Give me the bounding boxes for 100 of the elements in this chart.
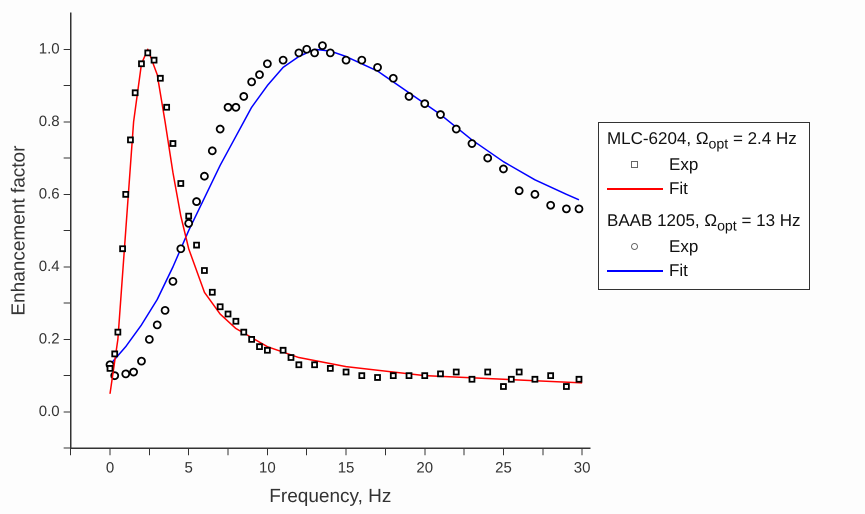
x-tick-label: 5	[184, 459, 193, 476]
point	[232, 102, 240, 112]
x-tick-label: 15	[338, 459, 354, 476]
point	[342, 56, 350, 65]
point	[264, 346, 271, 354]
point	[576, 376, 582, 383]
point	[152, 320, 162, 330]
point	[326, 48, 335, 58]
point	[342, 368, 350, 376]
point	[248, 336, 256, 343]
point	[208, 288, 216, 296]
x-tick-label: 30	[574, 459, 590, 476]
point	[404, 92, 414, 101]
point	[420, 99, 430, 108]
point	[278, 56, 288, 65]
point	[390, 372, 397, 380]
point	[138, 60, 145, 68]
point	[163, 104, 170, 111]
point	[176, 244, 186, 254]
point	[288, 354, 294, 361]
y-tick-label: 0.2	[38, 330, 60, 348]
point	[144, 50, 152, 56]
point	[452, 368, 460, 376]
point	[500, 383, 507, 390]
point	[547, 372, 554, 380]
point	[129, 368, 138, 376]
point	[216, 303, 224, 310]
point	[318, 41, 327, 50]
point	[208, 146, 217, 156]
point	[436, 110, 445, 119]
point	[137, 356, 146, 366]
point	[132, 89, 139, 96]
point	[168, 276, 178, 286]
point	[311, 361, 318, 368]
y-tick-label: 0.4	[38, 258, 60, 276]
point	[170, 140, 176, 147]
point	[302, 44, 312, 54]
point	[255, 70, 264, 80]
point	[193, 242, 200, 248]
point	[326, 365, 334, 372]
point	[532, 376, 538, 383]
point	[508, 376, 515, 383]
point	[184, 218, 194, 228]
y-tick-label: 0.8	[38, 112, 60, 130]
point	[224, 310, 232, 318]
x-axis-title: Frequency, Hz	[269, 486, 392, 507]
point	[144, 335, 154, 344]
point	[262, 59, 272, 68]
point	[562, 204, 571, 214]
point	[514, 186, 524, 196]
point	[114, 328, 122, 336]
point	[239, 92, 248, 101]
point	[150, 56, 158, 64]
point	[373, 63, 382, 72]
y-tick-label: 0.6	[38, 185, 60, 202]
point	[256, 343, 263, 350]
point	[468, 376, 476, 383]
point	[122, 190, 130, 198]
point	[563, 383, 570, 390]
y-tick-label: 1.0	[38, 40, 60, 58]
point	[406, 372, 412, 380]
x-tick-label: 0	[106, 459, 114, 476]
legend-label: Fit	[669, 179, 688, 199]
point	[294, 48, 304, 58]
point	[574, 204, 584, 214]
point	[546, 200, 556, 210]
legend-label: Exp	[669, 155, 698, 175]
point	[224, 102, 232, 112]
point	[484, 368, 492, 376]
point	[437, 370, 444, 378]
point	[111, 350, 118, 358]
point	[280, 346, 286, 354]
point	[185, 212, 192, 220]
legend-label: Exp	[669, 237, 698, 257]
point	[388, 74, 398, 83]
y-tick-label: 0.0	[38, 403, 60, 420]
point	[177, 180, 184, 187]
point	[452, 124, 461, 134]
point	[499, 164, 508, 174]
point	[119, 245, 126, 252]
point	[156, 74, 164, 82]
point	[106, 365, 114, 372]
text: MLC-6204, Ω$_{opt}$ = 2.4 Hz	[607, 129, 797, 153]
point	[295, 361, 302, 368]
point	[192, 197, 201, 206]
point	[247, 78, 256, 86]
point	[357, 56, 366, 65]
point	[121, 369, 130, 378]
point	[421, 372, 428, 380]
point	[374, 374, 381, 381]
legend-label: Fit	[669, 261, 688, 281]
point	[358, 372, 366, 380]
point	[483, 154, 492, 162]
point	[200, 172, 209, 181]
text: BAAB 1205, Ω$_{opt}$ = 13 Hz	[607, 211, 801, 235]
point	[530, 190, 540, 199]
point	[468, 139, 476, 148]
point	[160, 306, 170, 315]
point	[216, 124, 225, 134]
point	[201, 267, 208, 274]
